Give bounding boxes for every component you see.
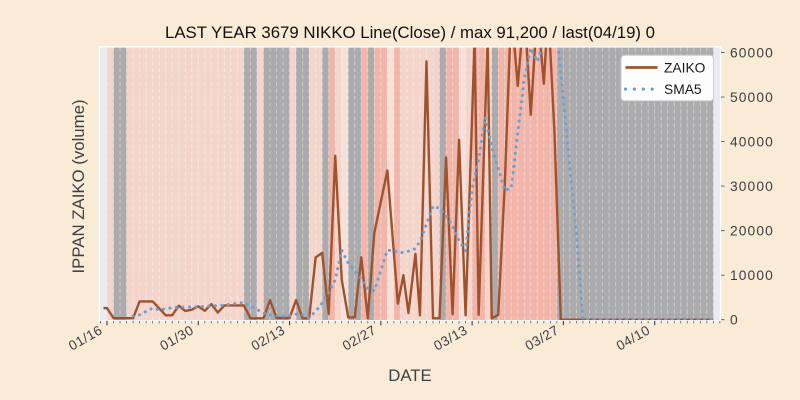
- svg-text:01/30: 01/30: [157, 322, 196, 353]
- svg-text:04/10: 04/10: [614, 322, 653, 353]
- svg-text:SMA5: SMA5: [664, 82, 702, 97]
- svg-text:40000: 40000: [730, 134, 774, 149]
- svg-text:20000: 20000: [730, 223, 774, 238]
- svg-text:50000: 50000: [730, 90, 774, 105]
- svg-text:0: 0: [730, 313, 739, 328]
- svg-text:30000: 30000: [730, 179, 774, 194]
- svg-text:02/27: 02/27: [340, 322, 379, 353]
- svg-text:IPPAN ZAIKO (volume): IPPAN ZAIKO (volume): [69, 99, 88, 273]
- svg-text:DATE: DATE: [388, 366, 432, 385]
- svg-text:01/16: 01/16: [66, 322, 105, 353]
- svg-text:10000: 10000: [730, 268, 774, 283]
- svg-text:ZAIKO: ZAIKO: [664, 60, 706, 75]
- svg-text:03/27: 03/27: [522, 322, 561, 353]
- svg-text:03/13: 03/13: [431, 322, 470, 353]
- svg-text:02/13: 02/13: [249, 322, 288, 353]
- svg-text:LAST YEAR 3679 NIKKO Line(Clos: LAST YEAR 3679 NIKKO Line(Close) / max 9…: [165, 23, 655, 42]
- svg-text:60000: 60000: [730, 45, 774, 60]
